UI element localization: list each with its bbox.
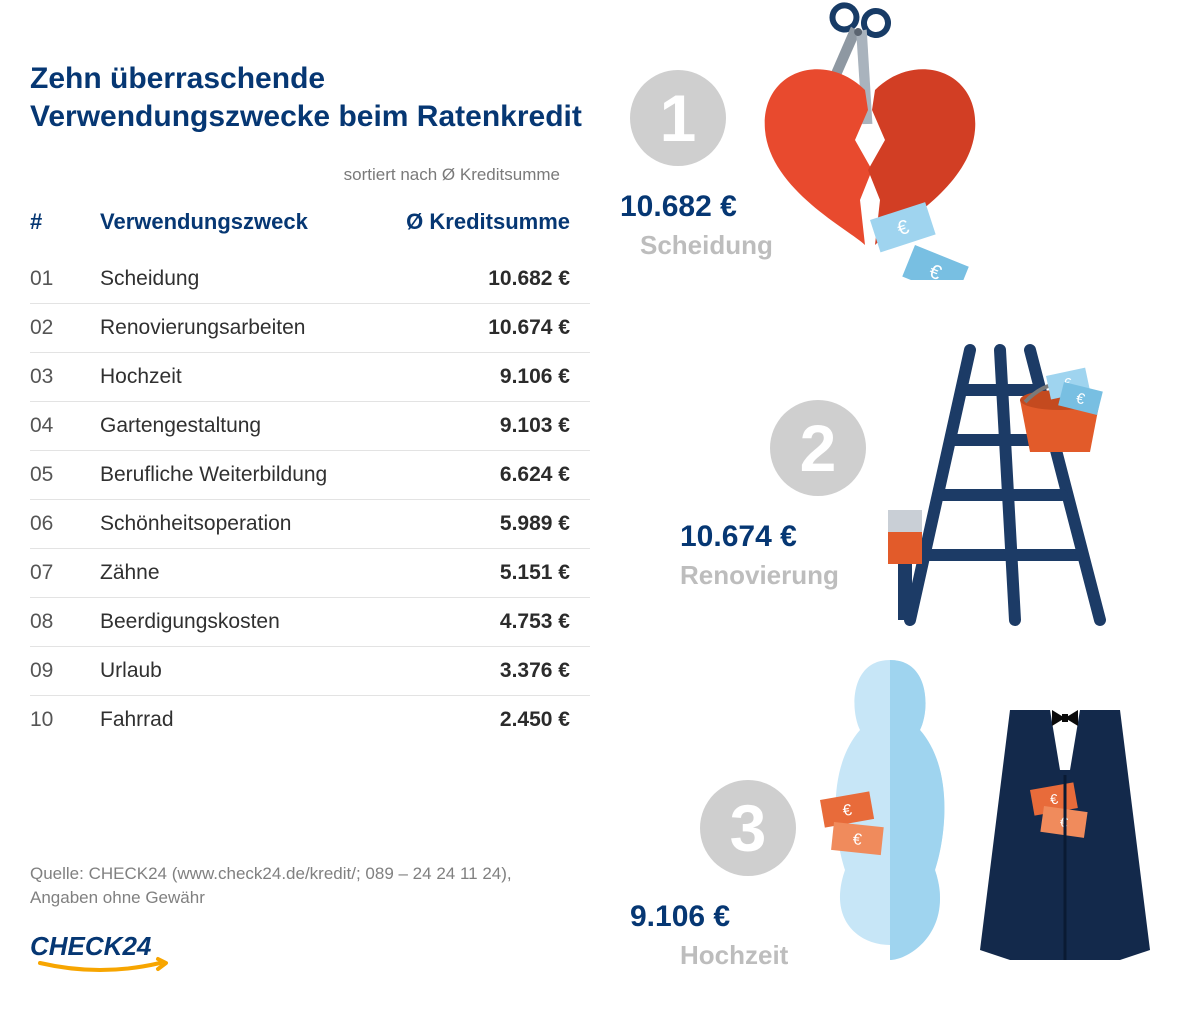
wedding-icon: € € € € bbox=[770, 650, 1150, 975]
cell-purpose: Schönheitsoperation bbox=[100, 500, 371, 549]
table-row: 06Schönheitsoperation5.989 € bbox=[30, 500, 590, 549]
cell-purpose: Hochzeit bbox=[100, 353, 371, 402]
cell-rank: 06 bbox=[30, 500, 100, 549]
cell-amount: 9.106 € bbox=[371, 353, 590, 402]
cell-rank: 04 bbox=[30, 402, 100, 451]
feature-label: Scheidung bbox=[640, 230, 773, 261]
rank-badge: 1 bbox=[630, 70, 726, 166]
feature-item-heart: 1 € € 10.682 €Scheidung bbox=[620, 20, 1200, 320]
feature-item-wedding: 3 € € € € 9.106 €Hochzeit bbox=[620, 660, 1200, 1000]
feature-amount: 10.682 € bbox=[620, 190, 737, 224]
loan-table: # Verwendungszweck Ø Kreditsumme 01Schei… bbox=[30, 209, 590, 744]
feature-label: Renovierung bbox=[680, 560, 839, 591]
table-row: 03Hochzeit9.106 € bbox=[30, 353, 590, 402]
cell-purpose: Zähne bbox=[100, 549, 371, 598]
cell-purpose: Scheidung bbox=[100, 255, 371, 304]
ladder-icon: € € bbox=[850, 330, 1150, 635]
feature-label: Hochzeit bbox=[680, 940, 788, 971]
cell-rank: 08 bbox=[30, 598, 100, 647]
cell-amount: 10.682 € bbox=[371, 255, 590, 304]
feature-item-ladder: 2 € € 10.674 €Renovierung bbox=[620, 340, 1200, 640]
cell-purpose: Urlaub bbox=[100, 647, 371, 696]
cell-amount: 9.103 € bbox=[371, 402, 590, 451]
source-text: Quelle: CHECK24 (www.check24.de/kredit/;… bbox=[30, 862, 512, 910]
cell-amount: 2.450 € bbox=[371, 696, 590, 745]
table-row: 10Fahrrad2.450 € bbox=[30, 696, 590, 745]
svg-text:CHECK24: CHECK24 bbox=[30, 931, 152, 961]
col-purpose: Verwendungszweck bbox=[100, 209, 371, 255]
cell-rank: 01 bbox=[30, 255, 100, 304]
cell-purpose: Beerdigungskosten bbox=[100, 598, 371, 647]
cell-rank: 05 bbox=[30, 451, 100, 500]
source-line-1: Quelle: CHECK24 (www.check24.de/kredit/;… bbox=[30, 864, 512, 883]
col-rank: # bbox=[30, 209, 100, 255]
cell-rank: 07 bbox=[30, 549, 100, 598]
table-row: 07Zähne5.151 € bbox=[30, 549, 590, 598]
cell-purpose: Renovierungsarbeiten bbox=[100, 304, 371, 353]
table-row: 05Berufliche Weiterbildung6.624 € bbox=[30, 451, 590, 500]
col-amount: Ø Kreditsumme bbox=[371, 209, 590, 255]
table-row: 08Beerdigungskosten4.753 € bbox=[30, 598, 590, 647]
cell-amount: 10.674 € bbox=[371, 304, 590, 353]
cell-amount: 4.753 € bbox=[371, 598, 590, 647]
feature-amount: 9.106 € bbox=[630, 900, 730, 934]
cell-rank: 10 bbox=[30, 696, 100, 745]
heart-icon: € € bbox=[740, 0, 1000, 285]
check24-logo: CHECK24 bbox=[30, 929, 190, 980]
svg-text:€: € bbox=[852, 831, 863, 849]
cell-amount: 6.624 € bbox=[371, 451, 590, 500]
sort-note: sortiert nach Ø Kreditsumme bbox=[30, 165, 600, 185]
source-line-2: Angaben ohne Gewähr bbox=[30, 888, 205, 907]
cell-amount: 3.376 € bbox=[371, 647, 590, 696]
cell-rank: 02 bbox=[30, 304, 100, 353]
table-row: 02Renovierungsarbeiten10.674 € bbox=[30, 304, 590, 353]
table-row: 01Scheidung10.682 € bbox=[30, 255, 590, 304]
page-title: Zehn überraschende Verwendungszwecke bei… bbox=[30, 60, 600, 135]
cell-amount: 5.989 € bbox=[371, 500, 590, 549]
cell-rank: 09 bbox=[30, 647, 100, 696]
table-row: 04Gartengestaltung9.103 € bbox=[30, 402, 590, 451]
cell-purpose: Gartengestaltung bbox=[100, 402, 371, 451]
feature-amount: 10.674 € bbox=[680, 520, 797, 554]
cell-purpose: Berufliche Weiterbildung bbox=[100, 451, 371, 500]
cell-purpose: Fahrrad bbox=[100, 696, 371, 745]
cell-amount: 5.151 € bbox=[371, 549, 590, 598]
cell-rank: 03 bbox=[30, 353, 100, 402]
table-row: 09Urlaub3.376 € bbox=[30, 647, 590, 696]
